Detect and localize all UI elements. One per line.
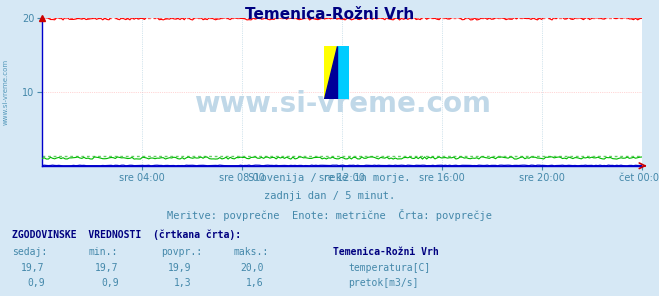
Text: 19,7: 19,7 — [95, 263, 119, 274]
Text: 0,9: 0,9 — [27, 278, 45, 288]
Text: pretok[m3/s]: pretok[m3/s] — [348, 278, 418, 288]
Text: 0,9: 0,9 — [101, 278, 119, 288]
Text: min.:: min.: — [89, 247, 119, 257]
Text: www.si-vreme.com: www.si-vreme.com — [194, 90, 490, 118]
Text: Meritve: povprečne  Enote: metrične  Črta: povprečje: Meritve: povprečne Enote: metrične Črta:… — [167, 209, 492, 221]
Text: Temenica-Rožni Vrh: Temenica-Rožni Vrh — [333, 247, 438, 257]
Text: povpr.:: povpr.: — [161, 247, 202, 257]
Text: Slovenija / reke in morje.: Slovenija / reke in morje. — [248, 173, 411, 183]
Text: www.si-vreme.com: www.si-vreme.com — [2, 59, 9, 125]
Text: 20,0: 20,0 — [240, 263, 264, 274]
Polygon shape — [324, 46, 337, 99]
Text: zadnji dan / 5 minut.: zadnji dan / 5 minut. — [264, 191, 395, 201]
Text: 1,3: 1,3 — [173, 278, 191, 288]
Polygon shape — [324, 46, 337, 99]
Text: temperatura[C]: temperatura[C] — [348, 263, 430, 274]
Text: 1,6: 1,6 — [246, 278, 264, 288]
Text: maks.:: maks.: — [234, 247, 269, 257]
Text: ZGODOVINSKE  VREDNOSTI  (črtkana črta):: ZGODOVINSKE VREDNOSTI (črtkana črta): — [12, 229, 241, 240]
Polygon shape — [337, 46, 349, 99]
Text: sedaj:: sedaj: — [12, 247, 47, 257]
Text: Temenica-Rožni Vrh: Temenica-Rožni Vrh — [245, 7, 414, 22]
Text: 19,9: 19,9 — [167, 263, 191, 274]
Text: 19,7: 19,7 — [21, 263, 45, 274]
